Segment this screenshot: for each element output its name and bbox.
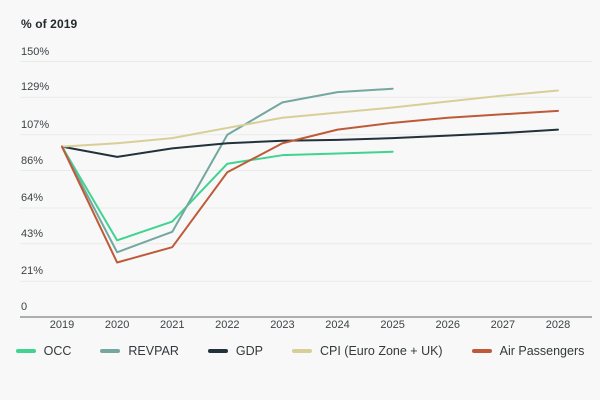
x-tick-label: 2025 [380, 319, 405, 331]
legend-swatch-icon [207, 349, 228, 353]
legend-swatch-icon [471, 349, 492, 353]
legend-swatch-icon [291, 349, 312, 353]
y-tick-label: 86% [21, 154, 44, 167]
legend-swatch-icon [15, 349, 36, 353]
x-tick-label: 2022 [215, 319, 240, 331]
legend-label: Air Passengers [499, 344, 585, 358]
legend-item-occ: OCC [15, 344, 72, 358]
legend-item-cpi-euro-zone-uk: CPI (Euro Zone + UK) [291, 344, 443, 358]
legend-swatch-icon [100, 349, 121, 353]
y-tick-label: 64% [21, 191, 44, 204]
legend: OCC REVPAR GDP CPI (Euro Zone + UK) Air Pass… [0, 344, 600, 358]
legend-item-gdp: GDP [207, 344, 263, 358]
series-line-cpi-euro-zone-uk [61, 89, 559, 148]
series-line-air-passengers [61, 109, 559, 264]
series-line-revpar [61, 87, 394, 254]
chart-title: % of 2019 [21, 17, 78, 31]
x-tick-label: 2028 [545, 319, 571, 331]
y-tick-label: 21% [21, 265, 44, 278]
x-tick-label: 2019 [49, 319, 75, 331]
y-tick-label: 0 [21, 301, 28, 313]
x-tick-label: 2023 [270, 319, 295, 331]
x-tick-label: 2026 [435, 319, 460, 331]
legend-label: REVPAR [128, 344, 179, 358]
legend-label: OCC [43, 344, 72, 358]
x-tick-label: 2021 [159, 319, 185, 331]
x-tick-label: 2020 [104, 319, 130, 331]
x-tick-label: 2024 [325, 319, 350, 331]
legend-item-air-passengers: Air Passengers [471, 344, 585, 358]
series-line-gdp [61, 128, 559, 158]
legend-label: CPI (Euro Zone + UK) [319, 344, 443, 358]
y-tick-label: 129% [21, 81, 50, 94]
series-line-occ [61, 145, 394, 242]
legend-item-revpar: REVPAR [100, 344, 179, 358]
x-tick-label: 2027 [490, 319, 516, 331]
y-tick-label: 150% [21, 45, 50, 58]
y-tick-label: 43% [21, 227, 44, 240]
legend-label: GDP [235, 344, 263, 358]
y-tick-label: 107% [21, 118, 50, 131]
